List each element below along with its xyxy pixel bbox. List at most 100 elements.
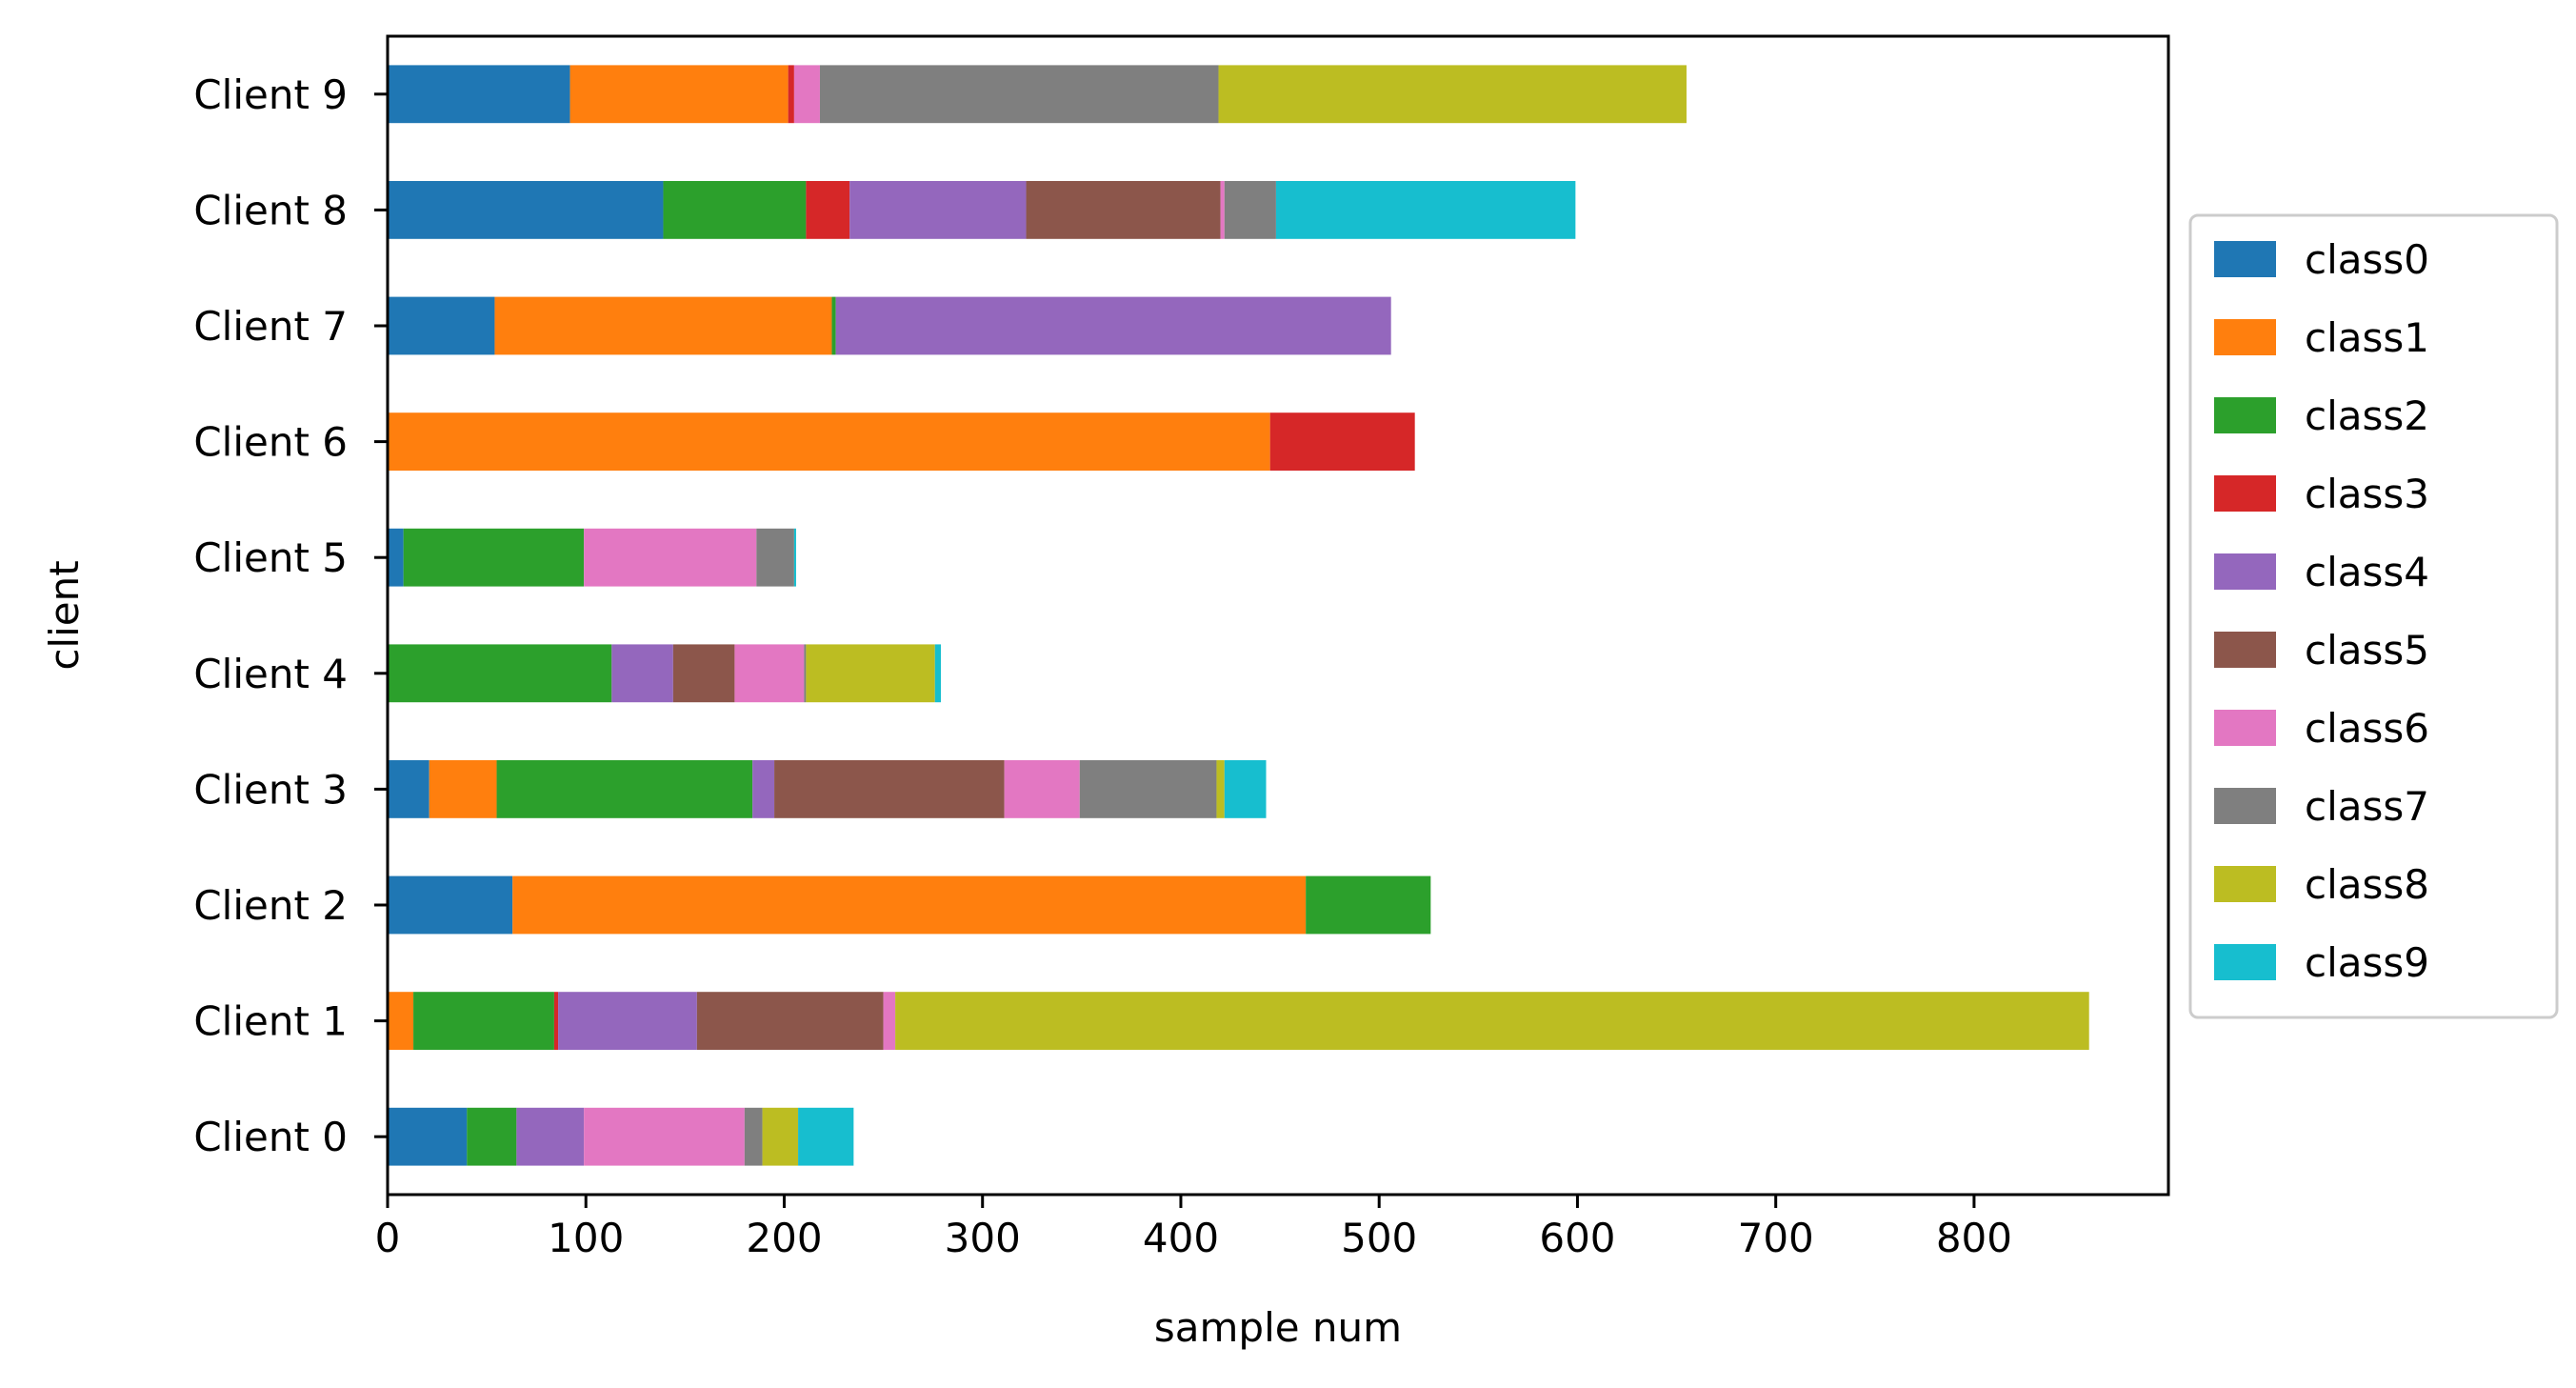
bar-client-1-class8 [895,992,2089,1050]
bar-client-7-class4 [835,296,1391,355]
bar-client-9-class6 [793,65,820,124]
bar-client-9-class7 [819,65,1219,124]
bar-client-9-class0 [388,65,570,124]
legend-label-class6: class6 [2305,705,2429,752]
legend-label-class2: class2 [2305,392,2429,439]
legend-label-class0: class0 [2305,236,2429,283]
bar-client-2-class1 [512,875,1307,935]
bar-client-8-class0 [388,181,664,239]
bar-client-7-class1 [494,296,832,355]
bar-client-2-class0 [388,875,513,935]
bar-client-3-class1 [429,760,497,818]
legend-label-class1: class1 [2305,314,2429,361]
bar-client-4-class7 [804,644,807,703]
bar-client-4-class9 [934,644,941,703]
x-tick-label: 800 [1936,1215,2012,1261]
bar-client-0-class8 [762,1107,799,1166]
bar-client-3-class0 [388,760,429,818]
bar-client-6-class1 [388,412,1270,471]
bar-client-4-class6 [734,644,805,703]
bar-client-3-class8 [1216,760,1225,818]
legend-swatch-class0 [2214,241,2276,277]
bar-client-6-class3 [1269,412,1415,471]
bar-client-5-class6 [584,528,757,587]
x-tick-label: 100 [548,1215,624,1261]
x-tick-label: 700 [1738,1215,1814,1261]
legend-swatch-class7 [2214,788,2276,824]
y-tick-label: Client 0 [193,1114,348,1160]
bar-client-4-class4 [611,644,673,703]
bar-client-4-class2 [388,644,612,703]
bar-client-0-class0 [388,1107,468,1166]
bar-client-4-class5 [672,644,735,703]
x-tick-label: 500 [1341,1215,1417,1261]
bar-client-1-class4 [558,992,697,1050]
bar-client-1-class1 [388,992,414,1050]
bar-client-3-class9 [1224,760,1267,818]
legend-frame [2188,213,2559,1019]
y-tick-label: Client 7 [193,303,348,350]
legend-swatch-class6 [2214,710,2276,746]
bar-client-8-class3 [806,181,850,239]
legend-label-class4: class4 [2305,549,2429,595]
bar-client-0-class4 [516,1107,585,1166]
legend-swatch-class2 [2214,397,2276,433]
bar-client-7-class0 [388,296,495,355]
bar-client-0-class7 [744,1107,763,1166]
bar-client-8-class9 [1275,181,1576,239]
y-axis-label: client [41,560,88,670]
bar-client-5-class7 [756,528,794,587]
legend-swatch-class1 [2214,319,2276,355]
bar-client-3-class6 [1004,760,1080,818]
bar-client-3-class5 [774,760,1005,818]
x-tick-label: 200 [746,1215,822,1261]
legend-swatch-class4 [2214,553,2276,590]
y-tick-label: Client 5 [193,534,348,581]
bar-client-9-class1 [569,65,789,124]
bar-client-9-class8 [1218,65,1687,124]
bar-client-8-class2 [663,181,807,239]
x-tick-label: 600 [1539,1215,1615,1261]
legend-label-class7: class7 [2305,783,2429,830]
legend-label-class8: class8 [2305,861,2429,908]
bar-client-4-class8 [806,644,935,703]
bar-client-5-class9 [793,528,796,587]
bars-layer [388,65,2089,1166]
y-tick-label: Client 9 [193,71,348,118]
y-tick-label: Client 1 [193,998,348,1045]
bar-client-3-class2 [496,760,753,818]
legend-swatch-class3 [2214,475,2276,512]
bar-client-0-class9 [798,1107,854,1166]
x-tick-label: 0 [375,1215,401,1261]
bar-client-1-class3 [553,992,559,1050]
y-tick-label: Client 3 [193,766,348,813]
bar-client-7-class2 [831,296,836,355]
x-axis: 0 100 200 300 400 500 600 700 800 [375,1195,2012,1261]
y-tick-label: Client 2 [193,882,348,929]
legend-swatch-class8 [2214,866,2276,902]
bar-client-3-class4 [752,760,775,818]
bar-client-8-class5 [1026,181,1221,239]
x-tick-label: 400 [1143,1215,1219,1261]
x-axis-label: sample num [1154,1304,1402,1351]
legend-swatch-class9 [2214,944,2276,980]
y-tick-label: Client 6 [193,419,348,466]
bar-client-2-class2 [1306,875,1431,935]
x-tick-label: 300 [945,1215,1021,1261]
bar-client-1-class5 [696,992,884,1050]
y-axis: Client 0 Client 1 Client 2 Client 3 Client 4… [193,71,388,1160]
y-tick-label: Client 4 [193,651,348,697]
bar-client-9-class3 [788,65,794,124]
legend: class0 class1 class2 class3 class4 class5 clas… [2188,213,2559,1019]
legend-swatch-class5 [2214,632,2276,668]
bar-client-0-class2 [467,1107,517,1166]
legend-label-class9: class9 [2305,939,2429,986]
legend-label-class3: class3 [2305,471,2429,517]
bar-client-3-class7 [1079,760,1217,818]
bar-client-5-class0 [388,528,404,587]
bar-client-8-class7 [1224,181,1276,239]
plot-frame [386,34,2170,1197]
bar-client-8-class4 [849,181,1027,239]
legend-label-class5: class5 [2305,627,2429,674]
